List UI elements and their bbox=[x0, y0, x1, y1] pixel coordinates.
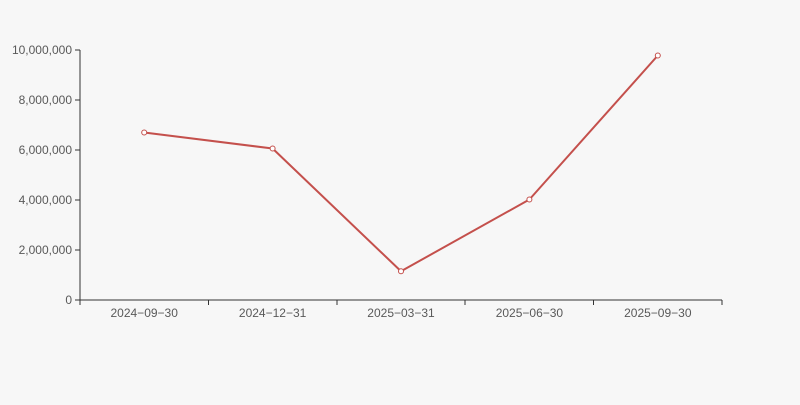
data-point-marker bbox=[398, 268, 404, 275]
y-axis-tick-label: 2,000,000 bbox=[19, 243, 73, 257]
x-axis-tick-label: 2024−09−30 bbox=[110, 306, 178, 320]
data-point-marker bbox=[526, 196, 533, 203]
y-axis-tick-label: 4,000,000 bbox=[19, 193, 73, 207]
y-axis-tick-label: 0 bbox=[65, 293, 72, 307]
x-axis-tick-label: 2025−03−31 bbox=[367, 306, 435, 320]
x-axis-tick-label: 2025−06−30 bbox=[496, 306, 564, 320]
data-point-marker bbox=[654, 52, 661, 59]
x-axis-tick-label: 2024−12−31 bbox=[239, 306, 307, 320]
data-point-marker bbox=[141, 129, 148, 136]
x-axis-tick-label: 2025−09−30 bbox=[624, 306, 692, 320]
y-axis-tick-label: 8,000,000 bbox=[19, 93, 73, 107]
y-axis-tick-label: 6,000,000 bbox=[19, 143, 73, 157]
data-point-marker bbox=[269, 145, 276, 152]
y-axis-tick-label: 10,000,000 bbox=[12, 43, 72, 57]
